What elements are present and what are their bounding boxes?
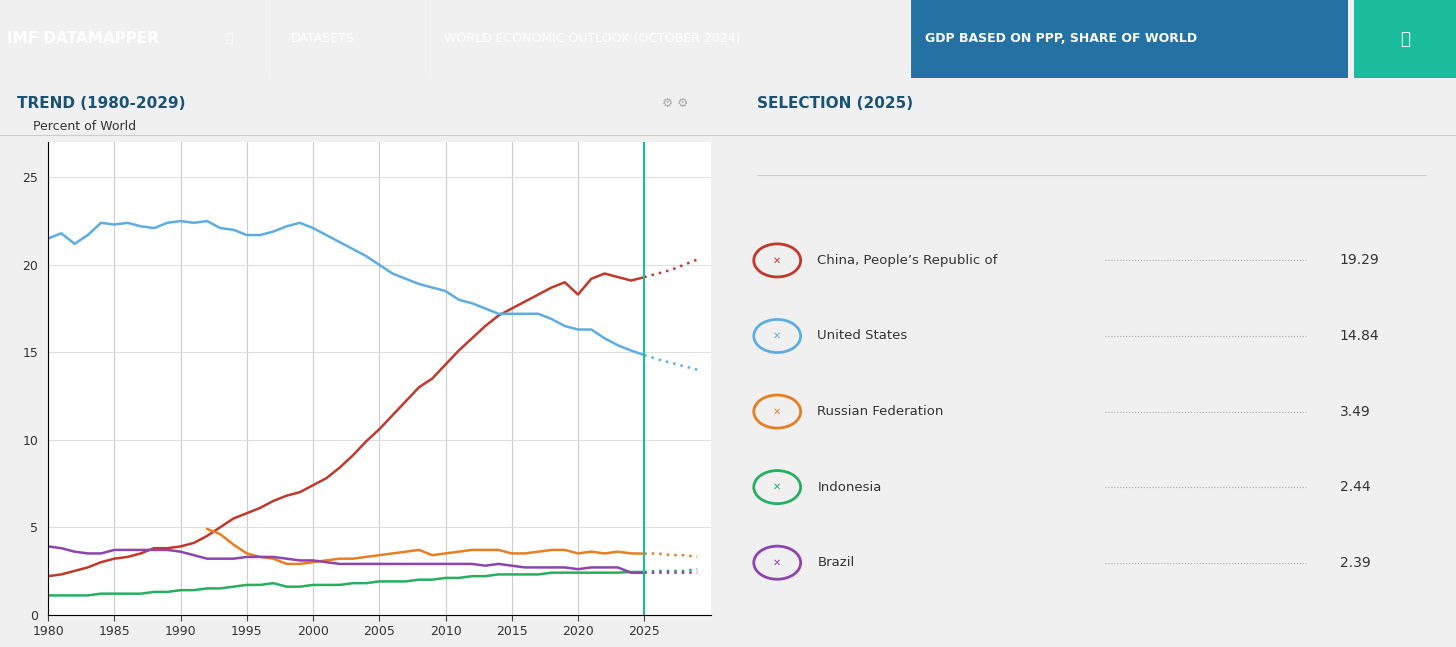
Text: Brazil: Brazil — [817, 556, 855, 569]
Text: GDP BASED ON PPP, SHARE OF WORLD: GDP BASED ON PPP, SHARE OF WORLD — [925, 32, 1197, 45]
Text: 2.39: 2.39 — [1340, 556, 1370, 570]
Text: ✕: ✕ — [773, 406, 782, 417]
Text: United States: United States — [817, 329, 907, 342]
Text: 14.84: 14.84 — [1340, 329, 1379, 343]
Text: TREND (1980-2029): TREND (1980-2029) — [17, 96, 186, 111]
Text: Indonesia: Indonesia — [817, 481, 882, 494]
Text: 🔍: 🔍 — [1401, 30, 1409, 48]
Text: IMF DATAMAPPER: IMF DATAMAPPER — [7, 31, 159, 47]
Bar — [911, 0, 1348, 78]
Text: ✕: ✕ — [773, 331, 782, 341]
Text: ✕: ✕ — [773, 558, 782, 567]
Text: ⚙ ⚙: ⚙ ⚙ — [662, 97, 689, 111]
Text: ✕: ✕ — [773, 256, 782, 265]
Bar — [1354, 0, 1456, 78]
Text: 2.44: 2.44 — [1340, 480, 1370, 494]
Text: SELECTION (2025): SELECTION (2025) — [757, 96, 913, 111]
Text: WORLD ECONOMIC OUTLOOK (OCTOBER 2024): WORLD ECONOMIC OUTLOOK (OCTOBER 2024) — [444, 32, 741, 45]
Text: Percent of World: Percent of World — [33, 120, 137, 133]
Text: ⓘ: ⓘ — [226, 32, 233, 45]
Text: 19.29: 19.29 — [1340, 254, 1380, 267]
Text: 3.49: 3.49 — [1340, 404, 1370, 419]
Text: China, People’s Republic of: China, People’s Republic of — [817, 254, 997, 267]
Text: Russian Federation: Russian Federation — [817, 405, 943, 418]
Text: ✕: ✕ — [773, 482, 782, 492]
Text: DATASETS: DATASETS — [291, 32, 355, 45]
